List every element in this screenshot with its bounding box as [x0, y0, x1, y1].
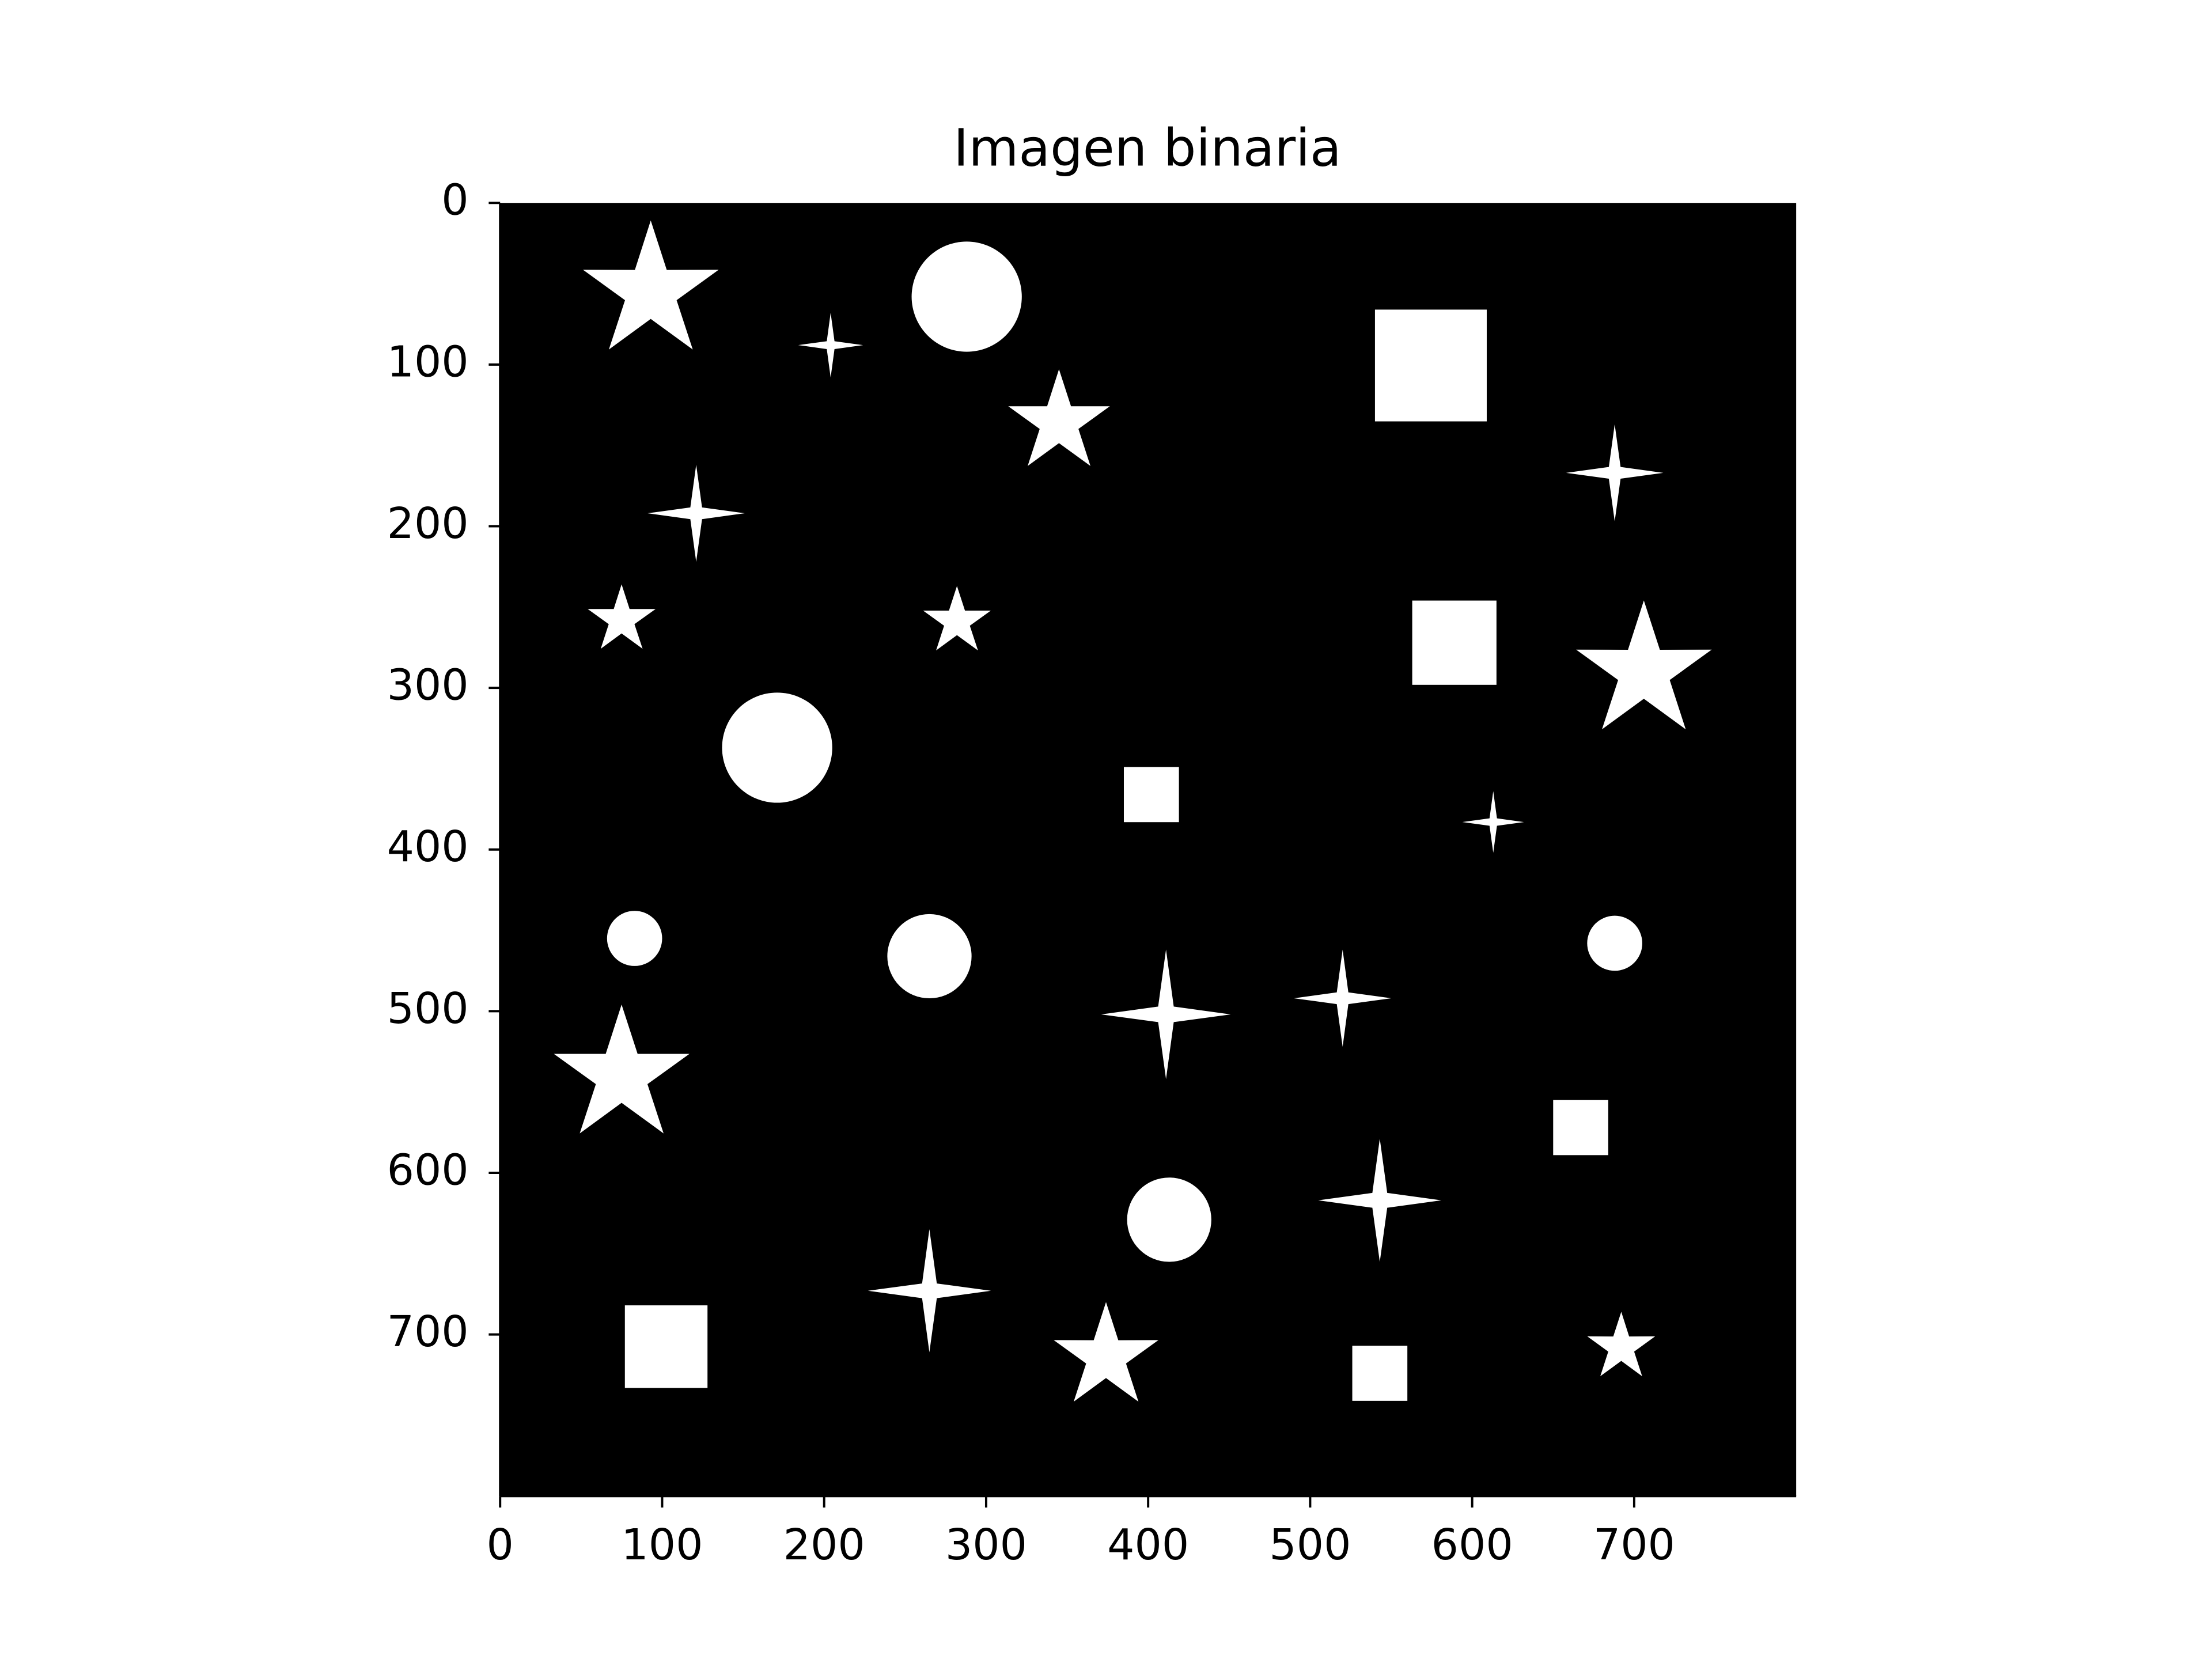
x-tick-label: 200	[783, 1520, 865, 1570]
y-tick-label: 100	[387, 336, 469, 387]
star-shape	[1008, 369, 1110, 466]
chart-title: Imagen binaria	[953, 118, 1342, 178]
star-shape	[554, 1004, 690, 1134]
star-shape	[1576, 600, 1712, 730]
x-tick-label: 500	[1269, 1520, 1351, 1570]
y-tick-label: 600	[387, 1145, 469, 1195]
square-shape	[1553, 1100, 1608, 1156]
x-tick-label: 300	[945, 1520, 1027, 1570]
star-shape	[1318, 1138, 1442, 1262]
y-tick-label: 700	[387, 1306, 469, 1357]
y-tick-label: 200	[387, 498, 469, 548]
y-tick-label: 300	[387, 660, 469, 710]
star-shape	[868, 1229, 991, 1353]
square-shape	[1352, 1346, 1408, 1401]
circle-shape	[911, 241, 1022, 352]
star-shape	[798, 313, 863, 378]
star-shape	[588, 584, 656, 649]
circle-shape	[722, 692, 832, 803]
circle-shape	[887, 914, 972, 999]
square-shape	[1374, 309, 1487, 422]
circle-shape	[1587, 915, 1642, 971]
image-background	[500, 203, 1797, 1497]
y-tick-label: 400	[387, 821, 469, 872]
star-shape	[1294, 949, 1392, 1047]
star-shape	[1101, 949, 1231, 1080]
star-shape	[1462, 791, 1524, 853]
star-shape	[647, 464, 745, 562]
star-shape	[583, 220, 719, 350]
y-tick-label: 0	[441, 175, 468, 225]
star-shape	[1566, 424, 1664, 522]
star-shape	[1054, 1302, 1159, 1402]
circle-shape	[1127, 1177, 1211, 1262]
star-shape	[1587, 1312, 1656, 1377]
x-tick-label: 700	[1593, 1520, 1675, 1570]
x-tick-label: 0	[487, 1520, 514, 1570]
x-tick-label: 400	[1107, 1520, 1189, 1570]
x-tick-label: 100	[621, 1520, 703, 1570]
y-tick-label: 500	[387, 983, 469, 1033]
star-shape	[923, 586, 991, 651]
x-tick-label: 600	[1431, 1520, 1513, 1570]
circle-shape	[607, 911, 662, 966]
square-shape	[1123, 767, 1179, 823]
square-shape	[624, 1305, 708, 1388]
square-shape	[1412, 600, 1497, 685]
